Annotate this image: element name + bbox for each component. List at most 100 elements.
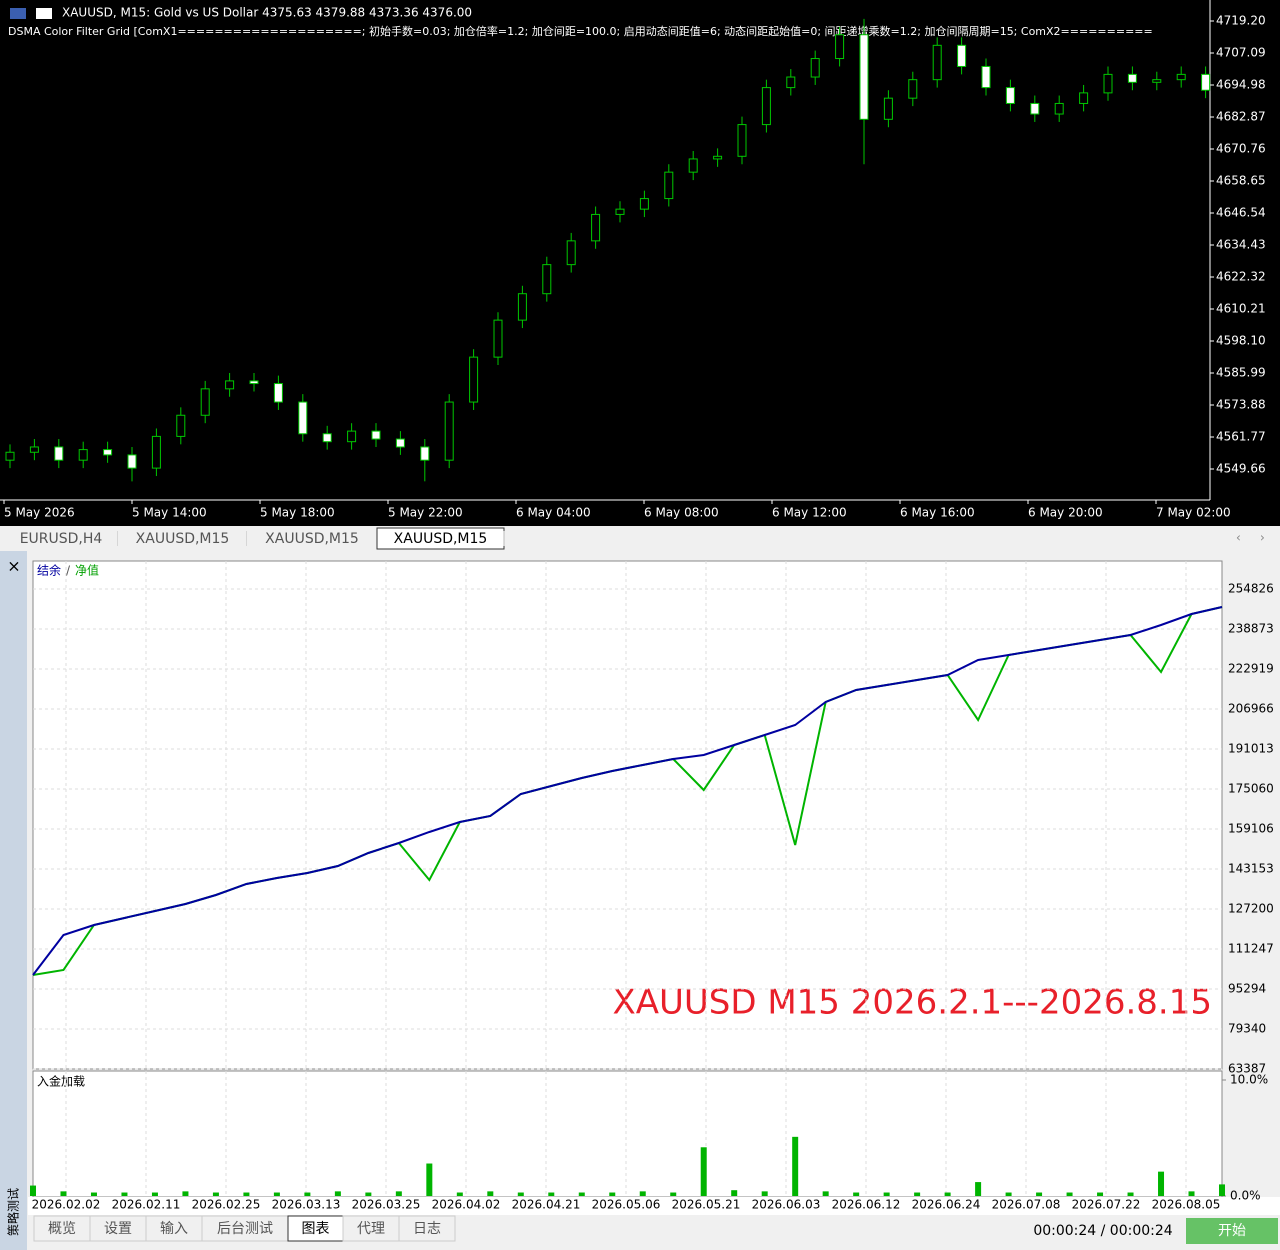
candle-body [1079,92,1089,104]
candle-body [29,446,39,453]
load-bar [90,1192,97,1196]
candle-body [225,380,235,390]
candle-body [981,65,991,89]
equity-tick-label: 175060 [1228,781,1274,795]
date-label: 2026.06.24 [912,1198,981,1212]
candle-body [298,401,308,435]
candle-body [1152,79,1162,83]
candle-body [786,76,796,89]
load-bar [883,1192,890,1196]
price-tick-label: 4646.54 [1216,206,1266,220]
load-bar [60,1191,67,1196]
bottom-tab-label[interactable]: 日志 [413,1221,441,1237]
side-bar [0,551,27,1250]
candle-body [1030,102,1040,115]
date-label: 2026.02.02 [32,1198,101,1212]
candle-body [517,293,527,321]
load-bar [426,1163,433,1196]
date-label: 2026.04.02 [432,1198,501,1212]
time-label: 7 May 02:00 [1156,506,1231,520]
chart-tab-label[interactable]: EURUSD,H4 [20,531,103,547]
candle-body [737,124,747,157]
tester-plot [32,560,1223,1070]
bottom-tab-label[interactable]: 图表 [302,1221,330,1237]
bottom-tab-label[interactable]: 代理 [357,1221,385,1237]
date-label: 2026.05.06 [592,1198,661,1212]
candle-body [932,44,942,81]
price-tick-label: 4573.88 [1216,398,1266,412]
candle-body [591,213,601,242]
candle-body [395,438,405,448]
legend-balance: 结余 [37,563,61,578]
candle-body [493,319,503,358]
candle-body [908,79,918,99]
date-label: 2026.05.21 [672,1198,741,1212]
load-bar [975,1182,982,1196]
bottom-tab[interactable] [145,1215,203,1242]
chart-tab[interactable] [118,528,247,549]
tab-scroll-right[interactable]: › [1260,531,1265,545]
candle-body [1103,73,1113,94]
chart-tab[interactable] [247,528,377,549]
load-tick-label: 0.0% [1230,1189,1261,1203]
load-bar [578,1192,585,1196]
equity-tick-label: 238873 [1228,621,1274,635]
price-tick-label: 4622.32 [1216,270,1266,284]
chart-tab[interactable] [4,528,118,549]
chart-tab-label[interactable]: XAUUSD,M15 [265,531,359,547]
load-bar [517,1192,524,1196]
candle-body [835,34,845,60]
time-label: 5 May 22:00 [388,506,463,520]
bottom-tab[interactable] [33,1215,91,1242]
bottom-tab-label[interactable]: 输入 [160,1221,188,1237]
time-label: 5 May 18:00 [260,506,335,520]
candle-body [420,446,430,461]
symbol-line: XAUUSD, M15: Gold vs US Dollar 4375.63 4… [62,6,472,20]
equity-tick-label: 95294 [1228,981,1266,995]
equity-tick-label: 206966 [1228,702,1274,716]
load-bar [456,1192,463,1196]
candle-body [103,449,113,456]
side-label: 策略测试 [6,1188,21,1236]
candle-body [664,171,674,200]
price-tick-label: 4585.99 [1216,366,1266,380]
start-button-label[interactable]: 开始 [1218,1223,1246,1239]
candle-body [151,435,161,469]
start-button[interactable] [1186,1218,1278,1244]
indicator-line: DSMA Color Filter Grid [ComX1===========… [8,24,1153,38]
load-bar [182,1191,189,1196]
load-bar [1097,1192,1104,1196]
load-bar [761,1191,768,1196]
bottom-tab-label[interactable]: 后台测试 [217,1221,273,1237]
bottom-tab-label[interactable]: 设置 [104,1221,132,1237]
load-bar [670,1192,677,1196]
candle-body [615,208,625,215]
tab-scroll-left[interactable]: ‹ [1236,531,1241,545]
load-bar [1188,1191,1195,1196]
equity-tick-label: 79340 [1228,1022,1266,1036]
price-tick-label: 4707.09 [1216,46,1266,60]
chart-background [0,0,1280,526]
date-label: 2026.07.08 [992,1198,1061,1212]
candle-body [957,44,967,67]
load-bar [944,1192,951,1196]
load-bar [1219,1184,1225,1196]
candle-body [54,446,64,461]
equity-tick-label: 143153 [1228,862,1274,876]
bottom-tab[interactable] [398,1215,456,1242]
candle-body [688,158,698,173]
date-label: 2026.06.03 [752,1198,821,1212]
load-bar [853,1192,860,1196]
load-bar [792,1136,799,1196]
bottom-tab[interactable] [287,1215,344,1242]
close-button[interactable]: × [7,557,20,576]
chart-tab-label[interactable]: XAUUSD,M15 [136,531,230,547]
bottom-tab-label[interactable]: 概览 [48,1221,76,1237]
candle-body [127,454,137,469]
candle-body [371,430,381,440]
load-bar [548,1192,555,1196]
chart-tab-label[interactable]: XAUUSD,M15 [394,531,488,547]
candle-body [469,356,479,403]
equity-tick-label: 127200 [1228,901,1274,915]
